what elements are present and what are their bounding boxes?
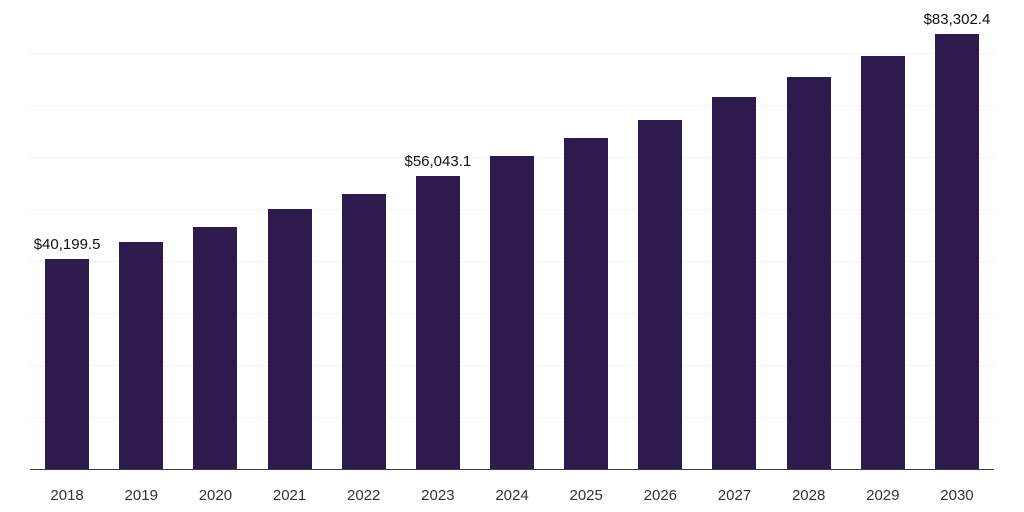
- x-tick-label: 2024: [495, 487, 529, 504]
- x-tick-label: 2026: [643, 487, 678, 504]
- bar-2026: [638, 120, 683, 469]
- bar-slot: [104, 10, 178, 469]
- bar-slot: [475, 10, 549, 469]
- bar-2029: [860, 56, 905, 469]
- bar-slot: $40,199.5: [30, 10, 104, 469]
- bar-2018: $40,199.5: [34, 236, 100, 469]
- x-tick-label: 2030: [940, 487, 974, 504]
- bar-slot: [327, 10, 401, 469]
- bar-slot: $83,302.4: [920, 10, 994, 469]
- bar-2022: [341, 194, 386, 469]
- x-tick-label: 2019: [124, 487, 158, 504]
- bar-slot: [697, 10, 771, 469]
- bar-slot: $56,043.1: [401, 10, 475, 469]
- bar-2025: [564, 138, 609, 469]
- x-tick-label: 2028: [791, 487, 826, 504]
- x-axis-labels: 2018 2019 2020 2021 2022 2023 2024 2025 2026 2027…: [30, 487, 994, 504]
- x-tick-label: 2025: [569, 487, 603, 504]
- x-tick-label: 2022: [347, 487, 381, 504]
- bar-2021: [267, 209, 312, 469]
- bar-slot: [549, 10, 623, 469]
- x-tick-label: 2027: [717, 487, 752, 504]
- bar-2019: [119, 242, 164, 469]
- bar-slot: [846, 10, 920, 469]
- bar-2023: $56,043.1: [404, 153, 471, 469]
- bar-slot: [252, 10, 326, 469]
- x-tick-label: 2023: [421, 487, 455, 504]
- x-tick-label: 2020: [198, 487, 233, 504]
- value-label: $83,302.4: [923, 11, 991, 28]
- x-tick-label: 2029: [866, 487, 900, 504]
- value-label: $56,043.1: [404, 153, 472, 170]
- value-label: $40,199.5: [33, 236, 101, 253]
- x-tick-label: 2021: [272, 487, 307, 504]
- bar-2027: [712, 97, 757, 469]
- bar-2024: [490, 156, 535, 469]
- bar-slot: [772, 10, 846, 469]
- bar-2020: [193, 227, 238, 469]
- plot-area: $40,199.5 $56,043.1 $83,302.4: [30, 10, 994, 470]
- bar-slot: [623, 10, 697, 469]
- bar-slot: [178, 10, 252, 469]
- x-tick-label: 2018: [50, 487, 84, 504]
- bar-2028: [786, 77, 831, 469]
- bar-2030: $83,302.4: [924, 11, 990, 469]
